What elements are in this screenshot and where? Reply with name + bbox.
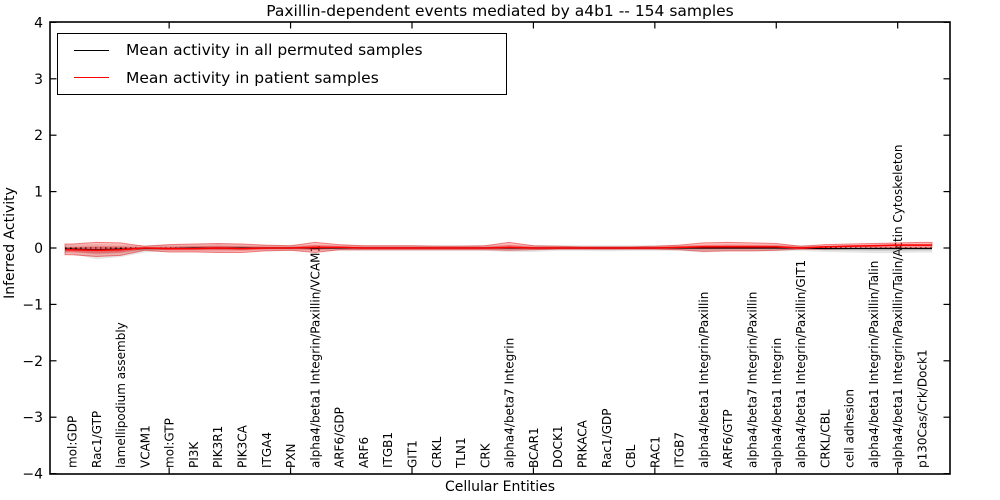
patient-mean-line [65,244,932,252]
x-axis-label: Cellular Entities [444,479,556,495]
x-entity-label: ITGB1 [381,432,395,468]
y-tick-label: 4 [34,15,43,31]
x-entity-label: PIK3R1 [211,426,225,468]
x-entity-label: TLN1 [454,437,468,469]
x-entity-label: ITGA4 [260,432,274,468]
x-entity-label: alpha4/beta1 Integrin/Paxillin [697,292,711,468]
x-entity-label: PXN [284,444,298,468]
x-entity-label: ARF6/GDP [333,407,347,468]
black-line-sample-icon [74,49,109,51]
y-tick-label: 3 [34,72,43,88]
x-entity-label: CRKL [430,436,444,468]
y-tick-label: 2 [34,128,43,144]
x-entity-label: alpha4/beta1 Integrin/Paxillin/Talin/Act… [891,145,905,468]
legend-label-patient: Mean activity in patient samples [126,68,379,87]
x-entity-label: PI3K [187,441,201,468]
red-line-sample-icon [74,77,109,79]
y-tick-label: 0 [34,241,43,257]
x-entity-label: cell adhesion [843,389,857,468]
x-entity-label: GIT1 [405,440,419,468]
x-entity-label: Rac1/GTP [90,411,104,468]
x-entity-label: ARF6/GTP [721,409,735,468]
x-entity-label: mol:GTP [163,418,177,468]
x-entity-label: mol:GDP [66,416,80,468]
x-entity-label: PIK3CA [235,424,249,468]
y-tick-label: 1 [34,185,43,201]
x-entity-label: alpha4/beta1 Integrin/Paxillin/GIT1 [794,260,808,468]
x-entity-label: alpha4/beta1 Integrin [770,338,784,468]
x-entity-label: ARF6 [357,437,371,468]
x-entity-label: alpha4/beta7 Integrin [503,338,517,468]
y-axis-label: Inferred Activity [2,187,18,299]
x-entity-label: CRK [478,442,492,468]
x-entity-label: RAC1 [648,436,662,468]
x-entity-label: alpha4/beta1 Integrin/Paxillin/Talin [867,261,881,468]
y-tick-label: −4 [22,467,43,483]
x-entity-label: CBL [624,444,638,468]
legend: Mean activity in all permuted samples Me… [57,33,507,95]
x-entity-label: alpha4/beta1 Integrin/Paxillin/VCAM1 [308,245,322,468]
x-entity-label: p130Cas/Crk/Dock1 [915,349,929,468]
legend-label-permuted: Mean activity in all permuted samples [126,41,423,60]
legend-item-patient: Mean activity in patient samples [58,64,506,91]
x-entity-label: ITGB7 [673,432,687,468]
y-tick-label: −3 [22,410,43,426]
x-entity-label: alpha4/beta7 Integrin/Paxillin [745,292,759,468]
x-entity-label: VCAM1 [138,425,152,468]
x-entity-label: BCAR1 [527,427,541,468]
legend-item-permuted: Mean activity in all permuted samples [58,37,506,64]
x-entity-label: PRKACA [575,419,589,468]
x-entity-label: lamellipodium assembly [114,322,128,468]
x-entity-label: CRKL/CBL [818,409,832,468]
x-entity-label: Rac1/GDP [600,409,614,468]
y-tick-label: −2 [22,354,43,370]
band [64,241,933,257]
x-entity-label: DOCK1 [551,425,565,468]
chart-title: Paxillin-dependent events mediated by a4… [266,2,734,20]
y-tick-label: −1 [22,297,43,313]
